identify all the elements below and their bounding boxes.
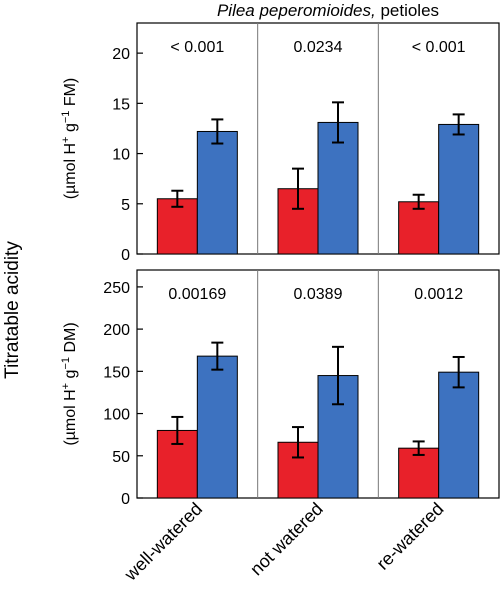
p-value-label: < 0.001 <box>412 39 466 56</box>
chart-title: Pilea peperomioides, petioles <box>217 1 439 20</box>
x-category-label: not watered <box>246 499 327 580</box>
y-axis-label: (µmol H+ g−1 FM) <box>60 78 79 200</box>
x-category-label: well-watered <box>120 499 206 585</box>
bar <box>438 123 480 255</box>
panel-top: 0 5 10 15 20 (µmol H+ g−1 FM) < 0.001 0.0234 < 0… <box>60 22 500 264</box>
y-axis-label: (µmol H+ g−1 DM) <box>60 322 79 445</box>
y-tick-label: 150 <box>103 364 130 381</box>
bar <box>398 447 440 499</box>
bar <box>277 188 319 255</box>
panel-bottom: 0 50 100 150 200 250 (µmol H+ g−1 DM) 0.00169 we… <box>60 269 500 585</box>
y-tick-label: 50 <box>112 449 130 466</box>
y-tick-label: 10 <box>112 147 130 164</box>
y-tick-label: 0 <box>121 491 130 508</box>
y-tick-label: 250 <box>103 280 130 297</box>
p-value-label: 0.0389 <box>294 286 343 303</box>
y-tick-label: 5 <box>121 197 130 214</box>
bar <box>156 198 198 255</box>
bar <box>196 355 238 499</box>
y-tick-label: 200 <box>103 322 130 339</box>
p-value-label: 0.0234 <box>294 39 343 56</box>
y-tick-label: 15 <box>112 96 130 113</box>
bar <box>196 130 238 255</box>
bar <box>398 201 440 255</box>
bar <box>438 371 480 499</box>
x-category-label: re-watered <box>373 499 448 574</box>
shared-y-axis-label: Titratable acidity <box>2 241 23 379</box>
chart-panels: 0 5 10 15 20 (µmol H+ g−1 FM) < 0.001 0.0234 < 0… <box>60 22 500 585</box>
chart-title-species: Pilea peperomioides, <box>217 1 376 20</box>
chart-title-tissue: petioles <box>376 1 439 20</box>
bar <box>317 121 359 255</box>
p-value-label: 0.00169 <box>168 286 226 303</box>
p-value-label: < 0.001 <box>170 39 224 56</box>
p-value-label: 0.0012 <box>414 286 463 303</box>
y-tick-label: 0 <box>121 247 130 264</box>
y-tick-label: 100 <box>103 407 130 424</box>
y-tick-label: 20 <box>112 46 130 63</box>
